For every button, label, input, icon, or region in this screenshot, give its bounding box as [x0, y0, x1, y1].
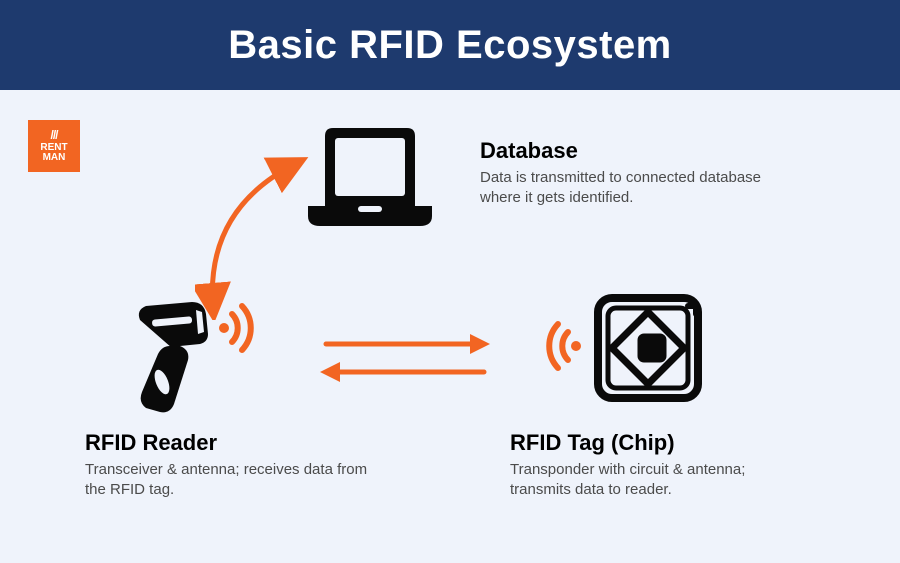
diagram-body: /// RENTMAN Database	[0, 90, 900, 563]
tag-node: RFID Tag (Chip) Transponder with circuit…	[510, 430, 810, 501]
tag-desc: Transponder with circuit & antenna; tran…	[510, 460, 810, 501]
reader-title: RFID Reader	[85, 430, 375, 456]
reader-database-arrow	[195, 150, 325, 325]
page-title: Basic RFID Ecosystem	[228, 23, 672, 68]
logo-slashes-icon: ///	[50, 129, 57, 141]
rfid-tag-icon	[540, 290, 710, 415]
header-bar: Basic RFID Ecosystem	[0, 0, 900, 90]
database-node: Database Data is transmitted to connecte…	[480, 138, 790, 209]
logo-text: RENTMAN	[40, 143, 67, 164]
database-desc: Data is transmitted to connected databas…	[480, 168, 790, 209]
reader-node: RFID Reader Transceiver & antenna; recei…	[85, 430, 375, 501]
reader-tag-arrows	[310, 328, 500, 393]
diagram-container: Basic RFID Ecosystem /// RENTMAN	[0, 0, 900, 563]
database-title: Database	[480, 138, 790, 164]
reader-desc: Transceiver & antenna; receives data fro…	[85, 460, 375, 501]
rentman-logo: /// RENTMAN	[28, 120, 80, 172]
tag-title: RFID Tag (Chip)	[510, 430, 810, 456]
